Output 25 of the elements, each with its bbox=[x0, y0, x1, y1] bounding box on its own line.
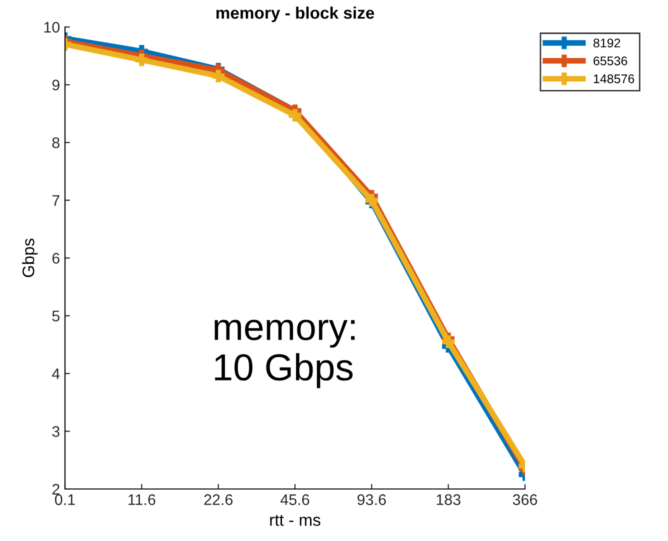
y-tick-label: 10 bbox=[44, 22, 60, 33]
y-tick-label: 9 bbox=[52, 80, 60, 90]
y-tick-label: 7 bbox=[52, 195, 60, 206]
point bbox=[212, 70, 225, 82]
y-tick-label: 2 bbox=[52, 484, 60, 495]
point bbox=[288, 109, 302, 122]
x-tick-label: 22.6 bbox=[204, 494, 233, 506]
x-tick-label: 366 bbox=[512, 494, 538, 506]
y-tick-label: 6 bbox=[52, 252, 60, 264]
legend-label: 8192 bbox=[593, 38, 620, 48]
chart-title: memory - block size bbox=[216, 6, 374, 22]
y-tick-label: 3 bbox=[52, 426, 60, 437]
x-tick-label: 93.6 bbox=[358, 494, 386, 506]
y-tick-label: 4 bbox=[52, 368, 60, 380]
legend-label: 148576 bbox=[594, 74, 634, 84]
y-tick-label: 8 bbox=[52, 137, 60, 148]
x-axis-title: rtt - ms bbox=[270, 514, 320, 526]
annotation: memory: 10 Gbps bbox=[214, 320, 355, 388]
legend-label: 65536 bbox=[594, 56, 628, 66]
x-tick-label: 45.6 bbox=[280, 494, 310, 506]
x-tick-label: 183 bbox=[436, 494, 460, 506]
x-tick-label: 0.1 bbox=[54, 494, 75, 506]
y-axis-title: Gbps bbox=[22, 238, 38, 278]
y-tick-label: 5 bbox=[52, 310, 60, 322]
x-tick-label: 11.6 bbox=[128, 494, 156, 506]
